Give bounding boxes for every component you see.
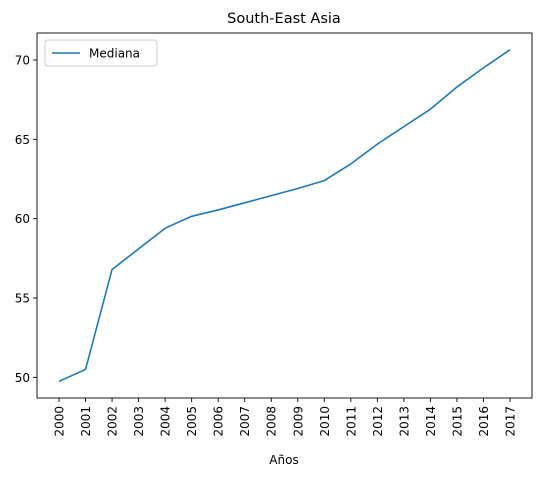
x-tick-label: 2003 <box>132 406 146 437</box>
legend-label-mediana: Mediana <box>89 47 140 61</box>
x-tick-label: 2016 <box>477 406 491 437</box>
x-tick-label: 2015 <box>450 406 464 437</box>
y-tick-label: 65 <box>15 133 30 147</box>
y-tick-label: 55 <box>15 292 30 306</box>
x-tick-label: 2000 <box>53 406 67 437</box>
x-tick-label: 2007 <box>238 406 252 437</box>
y-tick-label: 60 <box>15 212 30 226</box>
legend: Mediana <box>45 40 157 66</box>
x-tick-label: 2001 <box>79 406 93 437</box>
y-tick-label: 50 <box>15 371 30 385</box>
x-tick-label: 2011 <box>344 406 358 437</box>
x-tick-label: 2017 <box>504 406 518 437</box>
x-tick-label: 2012 <box>371 406 385 437</box>
x-tick-label: 2002 <box>106 406 120 437</box>
x-tick-label: 2008 <box>265 406 279 437</box>
x-tick-label: 2010 <box>318 406 332 437</box>
x-tick-label: 2013 <box>397 406 411 437</box>
chart-title: South-East Asia <box>227 11 341 27</box>
y-tick-label: 70 <box>15 53 30 67</box>
x-tick-label: 2006 <box>212 406 226 437</box>
x-tick-label: 2009 <box>291 406 305 437</box>
x-axis-label: Años <box>269 453 298 467</box>
x-tick-label: 2005 <box>185 406 199 437</box>
x-tick-label: 2004 <box>159 406 173 437</box>
x-tick-label: 2014 <box>424 406 438 437</box>
